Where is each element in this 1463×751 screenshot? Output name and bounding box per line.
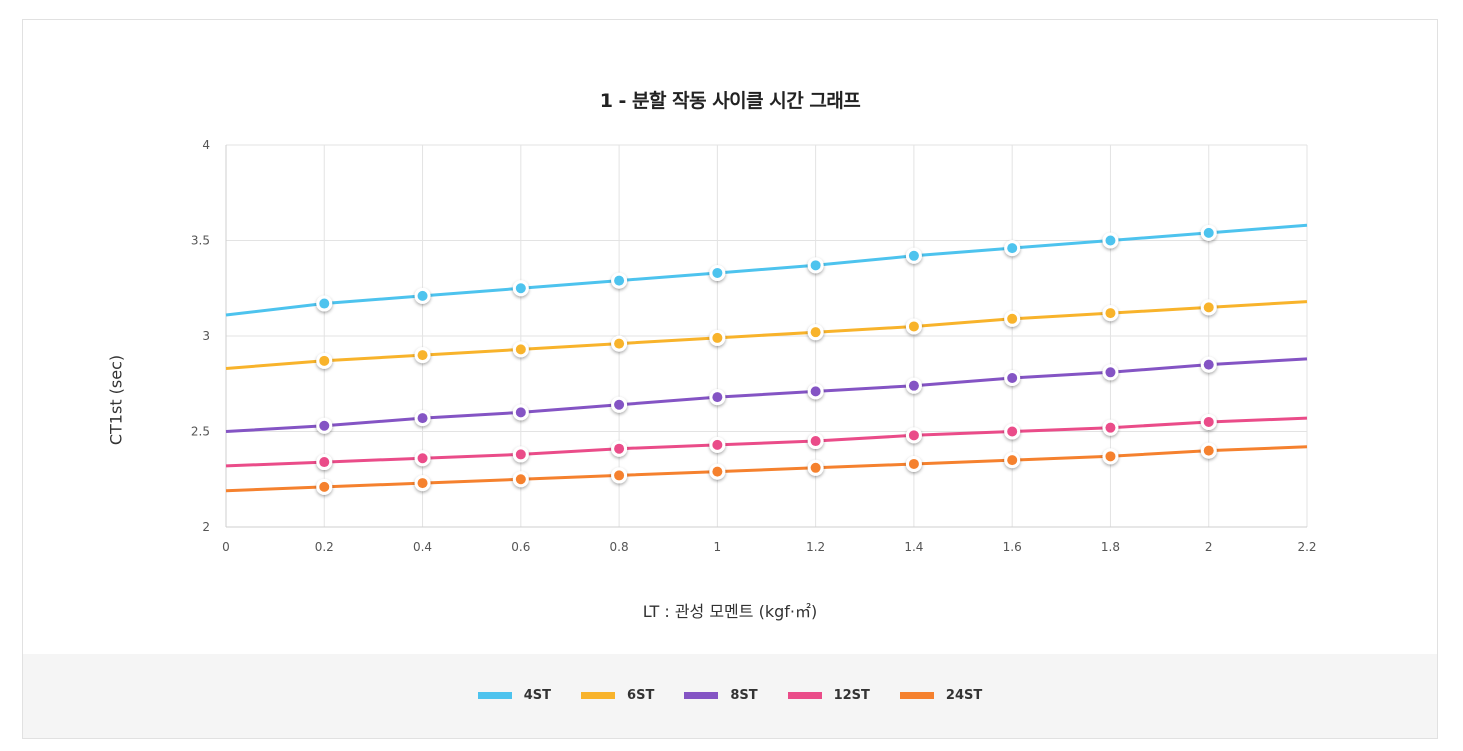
- data-point-fill-12st: [1007, 426, 1018, 437]
- legend-swatch: [581, 692, 616, 699]
- y-tick-label: 4: [202, 138, 210, 152]
- data-point-fill-8st: [515, 407, 526, 418]
- data-point-fill-8st: [712, 392, 723, 403]
- legend-item-8st[interactable]: 8ST: [684, 688, 758, 703]
- x-tick-label: 1.2: [806, 540, 825, 554]
- series-line-8st: [225, 357, 1308, 433]
- legend-label: 12ST: [833, 688, 870, 703]
- legend-item-4st[interactable]: 4ST: [477, 688, 552, 703]
- data-point-fill-8st: [1203, 359, 1214, 370]
- data-point-fill-12st: [908, 430, 919, 441]
- data-point-fill-8st: [908, 380, 919, 391]
- x-tick-label: 0.2: [315, 540, 334, 554]
- data-point-fill-6st: [810, 327, 821, 338]
- legend-swatch: [787, 692, 822, 699]
- x-axis-label: LT : 관성 모멘트 (kgf·㎡): [642, 602, 818, 621]
- x-tick-label: 0.4: [413, 540, 432, 554]
- data-point-fill-8st: [810, 386, 821, 397]
- y-tick-label: 2: [202, 520, 210, 534]
- legend-swatch: [477, 692, 512, 699]
- series-line-12st: [225, 416, 1308, 468]
- data-point-fill-4st: [1007, 243, 1018, 254]
- legend-bar: 4ST 6ST 8ST 12ST 24ST: [23, 654, 1437, 738]
- data-point-fill-6st: [1203, 302, 1214, 313]
- data-point-fill-12st: [319, 457, 330, 468]
- legend-label: 6ST: [627, 688, 655, 703]
- series-line-4st: [225, 223, 1308, 317]
- data-point-fill-24st: [712, 466, 723, 477]
- data-point-fill-12st: [1105, 422, 1116, 433]
- data-point-fill-6st: [515, 344, 526, 355]
- data-point-fill-6st: [417, 350, 428, 361]
- y-axis-label: CT1st (sec): [106, 354, 126, 446]
- data-point-fill-4st: [712, 267, 723, 278]
- data-point-fill-12st: [515, 449, 526, 460]
- data-point-fill-4st: [319, 298, 330, 309]
- data-point-fill-4st: [1203, 227, 1214, 238]
- data-point-fill-12st: [614, 443, 625, 454]
- data-point-fill-8st: [319, 420, 330, 431]
- data-point-fill-8st: [1105, 367, 1116, 378]
- data-point-fill-24st: [1105, 451, 1116, 462]
- legend-swatch: [899, 692, 934, 699]
- x-tick-label: 0.6: [511, 540, 530, 554]
- data-point-fill-8st: [614, 399, 625, 410]
- data-point-fill-12st: [712, 439, 723, 450]
- data-point-fill-4st: [417, 290, 428, 301]
- data-point-fill-6st: [712, 332, 723, 343]
- legend-label: 8ST: [730, 688, 758, 703]
- legend-label: 4ST: [523, 688, 552, 703]
- data-point-fill-4st: [1105, 235, 1116, 246]
- x-tick-label: 0.8: [610, 540, 629, 554]
- data-point-fill-24st: [417, 478, 428, 489]
- data-point-fill-6st: [1007, 313, 1018, 324]
- data-point-fill-12st: [810, 436, 821, 447]
- y-tick-label: 2.5: [191, 425, 210, 439]
- data-point-fill-12st: [1203, 416, 1214, 427]
- x-tick-label: 1.8: [1101, 540, 1120, 554]
- x-tick-label: 1: [714, 540, 722, 554]
- data-point-fill-24st: [810, 462, 821, 473]
- data-point-fill-6st: [319, 355, 330, 366]
- series-line-6st: [225, 300, 1308, 370]
- data-point-fill-4st: [810, 260, 821, 271]
- data-point-fill-6st: [1105, 308, 1116, 319]
- data-point-fill-6st: [614, 338, 625, 349]
- y-tick-label: 3: [202, 329, 210, 343]
- data-point-fill-24st: [614, 470, 625, 481]
- legend: 4ST 6ST 8ST 12ST 24ST: [23, 688, 1437, 703]
- x-tick-label: 1.6: [1003, 540, 1022, 554]
- data-point-fill-12st: [417, 453, 428, 464]
- chart-card: 1 - 분할 작동 사이클 시간 그래프 0 0.2 0.4 0.6 0.8 1 1.2 1.…: [22, 19, 1438, 739]
- data-point-fill-4st: [614, 275, 625, 286]
- data-point-fill-4st: [908, 250, 919, 261]
- legend-swatch: [684, 692, 719, 699]
- legend-item-24st[interactable]: 24ST: [899, 688, 983, 703]
- y-tick-label: 3.5: [191, 234, 210, 248]
- data-point-fill-24st: [1007, 455, 1018, 466]
- chart-plot: 0 0.2 0.4 0.6 0.8 1 1.2 1.4 1.6 1.8 2 2.2 2 2.5 3 3.5 4: [191, 138, 1317, 554]
- legend-item-6st[interactable]: 6ST: [581, 688, 654, 703]
- data-point-fill-24st: [515, 474, 526, 485]
- x-tick-label: 2: [1205, 540, 1213, 554]
- series-line-24st: [225, 445, 1308, 493]
- legend-item-12st[interactable]: 12ST: [787, 688, 870, 703]
- x-tick-label: 2.2: [1297, 540, 1316, 554]
- data-point-fill-24st: [908, 458, 919, 469]
- data-point-fill-8st: [1007, 373, 1018, 384]
- legend-label: 24ST: [945, 688, 983, 703]
- x-tick-label: 1.4: [904, 540, 923, 554]
- chart-title: 1 - 분할 작동 사이클 시간 그래프: [599, 90, 861, 112]
- x-tick-label: 0: [222, 540, 230, 554]
- data-point-fill-6st: [908, 321, 919, 332]
- data-point-fill-24st: [1203, 445, 1214, 456]
- data-point-fill-4st: [515, 283, 526, 294]
- data-point-fill-8st: [417, 413, 428, 424]
- data-point-fill-24st: [319, 481, 330, 492]
